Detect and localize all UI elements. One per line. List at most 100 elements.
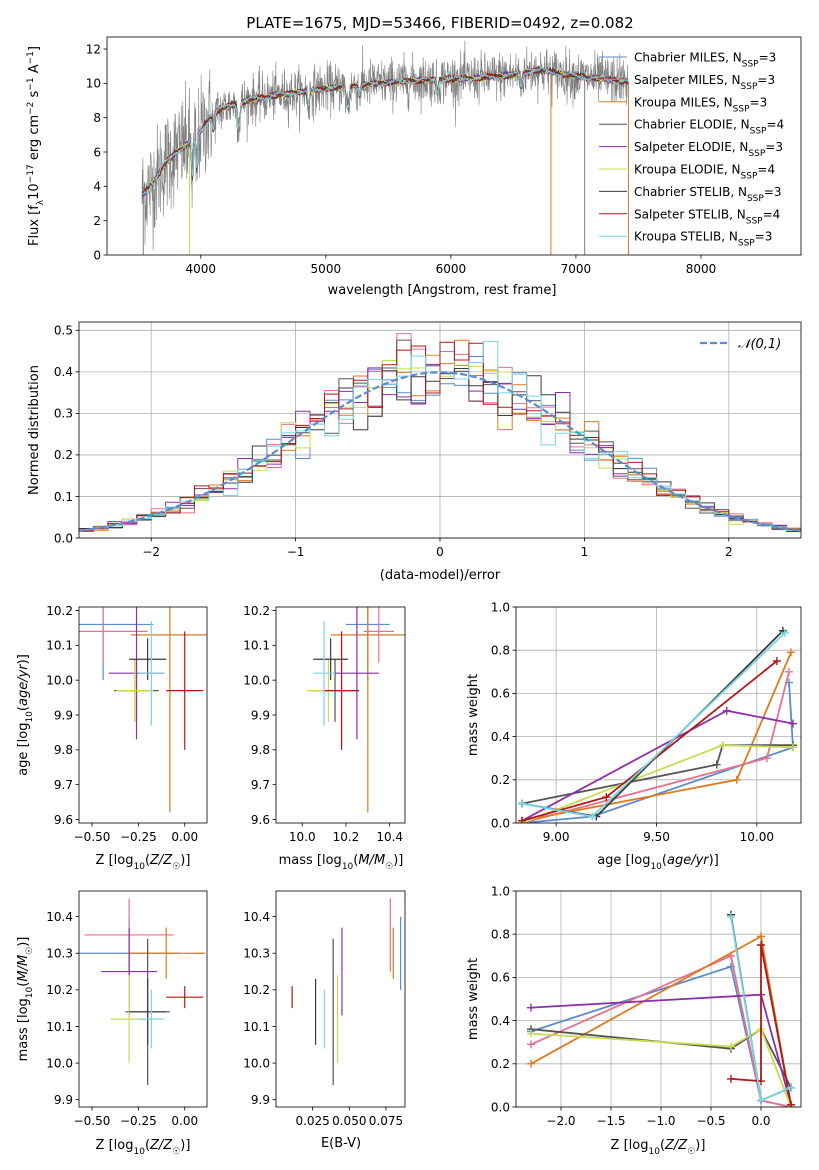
y-tick-label: 10.4	[243, 910, 270, 924]
plot-area	[291, 898, 402, 1086]
x-tick-label: 0.025	[295, 1114, 329, 1128]
x-tick-label: 8000	[686, 262, 717, 276]
label-part: =4	[766, 118, 784, 132]
label-part: Z [log	[611, 1138, 649, 1153]
label-part: erg cm	[27, 115, 42, 164]
weight-marker	[757, 1096, 765, 1105]
x-tick-label: −0.5	[696, 1114, 725, 1128]
panel-residuals: −2 −1 0 1 2 0.0 0.1 0.2 0.3 0.4 0.5 (data-model)/er…	[27, 321, 802, 583]
legend-label-kroupa-elodie: Kroupa ELODIE, NSSP=4	[634, 163, 775, 182]
x-tick-label: −1.0	[646, 1114, 675, 1128]
weight-marker	[772, 657, 781, 665]
y-tick-label: 10.0	[46, 673, 73, 687]
y-tick-label: 10.3	[46, 947, 73, 961]
y-tick-label: 0.0	[491, 816, 510, 830]
legend-label-salpeter-stelib: Salpeter STELIB, NSSP=4	[634, 207, 780, 226]
y-tick-label: 6	[93, 145, 101, 159]
errorbar-kroupa-stelib	[313, 620, 336, 726]
plot-area	[79, 333, 801, 532]
x-tick-label: 0	[436, 545, 444, 559]
y-tick-label: 0.2	[491, 773, 510, 787]
panel-mass-vs-z: −0.50 −0.25 0.00 9.9 10.0 10.1 10.2 10.3 10.4 Z […	[16, 890, 208, 1157]
y-tick-label: 9.6	[54, 813, 73, 827]
weight-marker	[712, 760, 721, 769]
errorbar-chabrier-stelib	[313, 638, 349, 681]
label-part: SSP	[747, 194, 764, 204]
errorbar-kroupa-stelib	[138, 620, 165, 726]
residuals-x-axis-label: (data-model)/error	[380, 568, 501, 583]
y-tick-label: 10.2	[243, 983, 270, 997]
y-tick-label: 10.1	[243, 1020, 270, 1034]
label-part: Z/Z	[149, 853, 173, 868]
errorbar-salpeter-miles	[363, 607, 395, 663]
weight-series-chabrier-stelib	[518, 626, 787, 821]
weight-marker	[727, 912, 735, 921]
label-part: age [log	[16, 723, 31, 776]
panel-spectrum: 4000 5000 6000 7000 8000 0 2 4 6 8 10 12 wavelength …	[26, 36, 802, 298]
errorbar-kroupa-elodie	[116, 659, 154, 722]
label-part: 10	[648, 1147, 660, 1157]
label-part: )]	[180, 1138, 190, 1153]
y-tick-label: 4	[93, 180, 101, 194]
residuals-y-axis-label: Normed distribution	[27, 365, 42, 495]
y-tick-label: 10.3	[243, 947, 270, 961]
x-tick-label: 10.4	[376, 830, 403, 844]
mass-z-y-axis-label: mass [log10(M/M☉)]	[16, 937, 35, 1062]
y-tick-label: 0.0	[54, 531, 73, 545]
normal-pdf-curve	[79, 371, 801, 532]
y-tick-label: 10.0	[243, 673, 270, 687]
model-spectrum-kroupa-stelib	[141, 66, 629, 195]
mass-ebv-x-axis-label: E(B-V)	[321, 1136, 361, 1151]
x-tick-label: 10.00	[740, 830, 774, 844]
axes-frame	[78, 606, 208, 824]
weight-marker	[722, 706, 731, 715]
y-tick-label: 10.2	[243, 604, 270, 618]
weight-line	[530, 1027, 792, 1107]
y-tick-label: 0.4	[491, 1014, 510, 1028]
label-part: −17	[26, 164, 36, 183]
label-part: =3	[765, 140, 783, 154]
label-part: =3	[755, 230, 773, 244]
legend-label-chabrier-stelib: Chabrier STELIB, NSSP=3	[634, 185, 782, 204]
weight-line	[521, 709, 794, 822]
label-part: 10	[342, 862, 354, 872]
y-tick-label: 1.0	[491, 884, 510, 898]
label-part: =4	[757, 163, 775, 177]
y-tick-label: 10.1	[243, 639, 270, 653]
x-tick-label: 5000	[311, 262, 342, 276]
x-tick-label: 10.0	[289, 830, 316, 844]
y-tick-label: 9.9	[54, 1093, 73, 1107]
label-part: Chabrier ELODIE, N	[634, 118, 750, 132]
label-part: (	[145, 853, 150, 868]
label-part: (	[16, 982, 31, 987]
plot-area	[141, 40, 629, 255]
y-tick-label: 9.8	[54, 743, 73, 757]
legend-label-salpeter-miles: Salpeter MILES, NSSP=3	[634, 73, 775, 92]
weight-marker	[787, 1100, 795, 1107]
histogram-kroupa-stelib	[79, 341, 801, 531]
weight-marker	[787, 1083, 795, 1092]
label-part: A	[27, 64, 42, 77]
label-part: SSP	[738, 239, 755, 249]
weight-line	[530, 1027, 792, 1089]
weight-marker	[762, 754, 771, 763]
x-tick-label: 9.00	[543, 830, 570, 844]
weight-marker	[718, 741, 727, 750]
age-mass-x-axis-label: mass [log10(M/M☉)]	[279, 853, 404, 872]
y-tick-label: 9.7	[54, 778, 73, 792]
label-part: )]	[393, 853, 403, 868]
y-tick-label: 10.0	[243, 1056, 270, 1070]
label-part: Flux [f	[27, 205, 42, 246]
y-tick-label: 9.9	[54, 708, 73, 722]
weight-series-kroupa-stelib	[727, 912, 795, 1105]
weight-line	[521, 671, 790, 823]
plot-area	[518, 626, 797, 823]
label-part: Z [log	[96, 1138, 134, 1153]
label-part: 10	[25, 711, 35, 723]
weight-marker	[518, 816, 527, 823]
y-tick-label: 2	[93, 214, 101, 228]
y-tick-label: 1.0	[491, 600, 510, 614]
legend-label-kroupa-miles: Kroupa MILES, NSSP=3	[634, 95, 767, 114]
y-tick-label: 0.2	[491, 1057, 510, 1071]
